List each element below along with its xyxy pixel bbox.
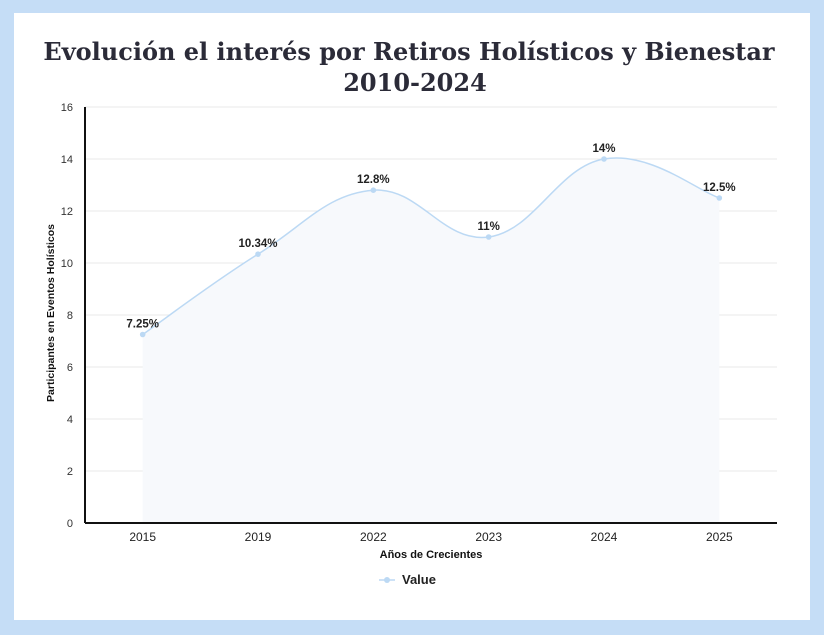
x-tick-label: 2015 xyxy=(129,530,156,544)
data-label: 12.8% xyxy=(357,174,390,186)
chart-title-line2: 2010-2024 xyxy=(343,68,487,97)
x-tick-label: 2025 xyxy=(706,530,733,544)
y-tick-label: 16 xyxy=(61,102,73,114)
chart-title-line1: Evolución el interés por Retiros Holísti… xyxy=(43,37,775,66)
y-axis-title: Participantes en Eventos Holísticos xyxy=(45,224,57,402)
x-tick-label: 2022 xyxy=(360,530,387,544)
legend[interactable]: Value xyxy=(378,572,436,587)
y-tick-label: 4 xyxy=(67,414,73,426)
legend-series-icon xyxy=(379,576,395,583)
data-point xyxy=(370,187,377,193)
x-axis-title: Años de Crecientes xyxy=(380,549,483,561)
y-tick-label: 0 xyxy=(67,518,73,530)
y-tick-label: 14 xyxy=(61,154,73,166)
data-label: 10.34% xyxy=(238,238,277,250)
legend-label: Value xyxy=(402,572,436,587)
x-tick-label: 2024 xyxy=(591,530,618,544)
data-point xyxy=(255,251,261,257)
series-line xyxy=(142,157,720,336)
y-tick-label: 6 xyxy=(67,362,73,374)
series-area xyxy=(142,157,720,524)
data-point xyxy=(485,234,492,240)
data-point xyxy=(601,156,607,162)
chart-title: Evolución el interés por Retiros Holísti… xyxy=(0,36,824,98)
y-tick-label: 12 xyxy=(61,206,73,218)
data-point xyxy=(716,195,723,201)
x-tick-label: 2019 xyxy=(245,530,272,544)
data-point xyxy=(139,331,146,338)
y-tick-label: 8 xyxy=(67,310,73,322)
data-label: 14% xyxy=(592,143,615,155)
data-label: 11% xyxy=(477,221,499,233)
y-tick-label: 10 xyxy=(61,258,73,270)
data-label: 7.25% xyxy=(126,319,159,331)
data-label: 12.5% xyxy=(703,182,736,194)
x-tick-label: 2023 xyxy=(475,530,502,544)
y-tick-label: 2 xyxy=(67,466,73,478)
